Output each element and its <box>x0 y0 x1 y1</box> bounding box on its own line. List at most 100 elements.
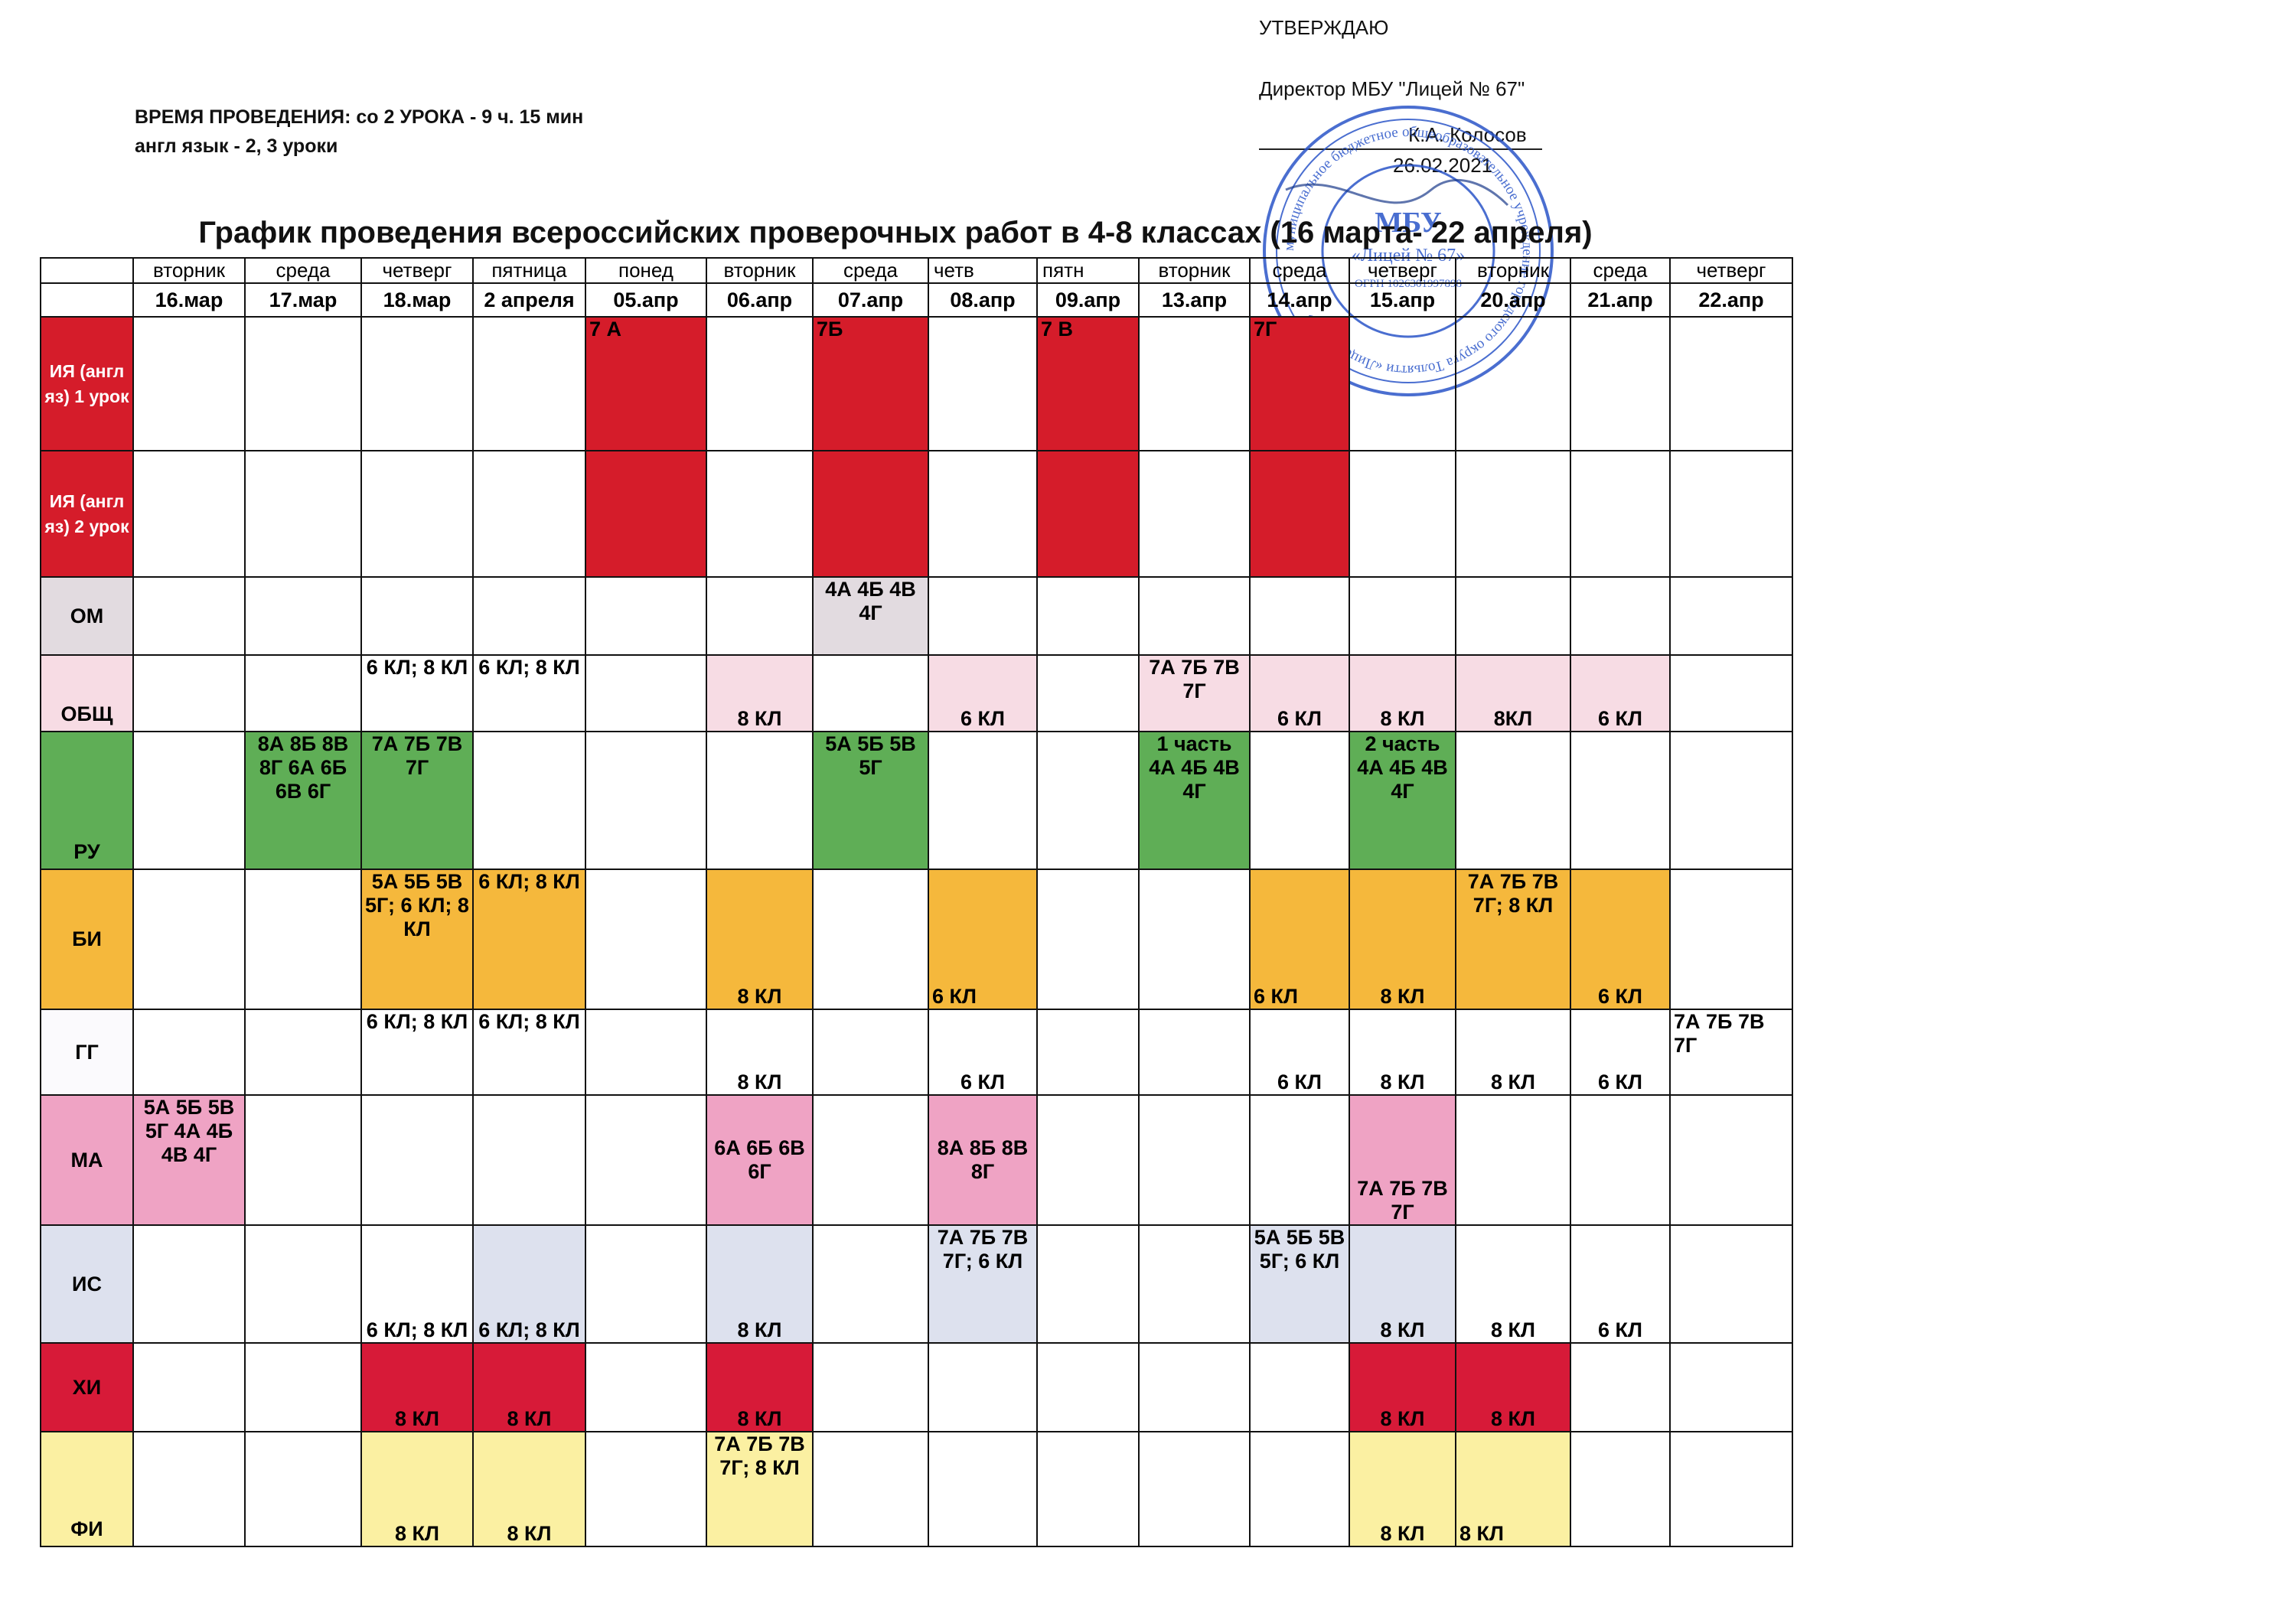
director-line: Директор МБУ "Лицей № 67" <box>1259 77 1525 100</box>
table-cell: 5А 5Б 5В 5Г 4А 4Б 4В 4Г <box>132 1094 246 1226</box>
table-cell <box>1138 450 1251 578</box>
table-cell <box>812 1009 929 1096</box>
table-cell: 6 КЛ <box>1570 1009 1671 1096</box>
day-header: среда <box>1570 257 1671 284</box>
table-cell: 7А 7Б 7В 7Г <box>1138 654 1251 732</box>
table-cell: 7А 7Б 7В 7Г; 8 КЛ <box>706 1431 814 1547</box>
table-cell: 7А 7Б 7В 7Г <box>1349 1094 1456 1226</box>
table-cell <box>706 450 814 578</box>
subject-cell-english-2: ИЯ (англ яз) 2 урок <box>40 450 134 578</box>
table-cell <box>1036 731 1140 870</box>
table-cell <box>1249 450 1350 578</box>
director-name: К.А. Колосов <box>1408 123 1527 146</box>
table-cell: 8 КЛ <box>360 1431 474 1547</box>
table-cell: 8 КЛ <box>1455 1431 1571 1547</box>
table-cell: 8 КЛ <box>1349 1342 1456 1432</box>
table-cell <box>472 316 586 451</box>
table-cell <box>132 1009 246 1096</box>
table-cell: 6 КЛ <box>928 869 1038 1010</box>
table-cell: 7А 7Б 7В 7Г <box>360 731 474 870</box>
subject-cell-obsh: ОБЩ <box>40 654 134 732</box>
table-cell <box>585 1431 707 1547</box>
table-cell <box>244 316 362 451</box>
table-cell <box>1669 316 1793 451</box>
table-cell <box>1036 1094 1140 1226</box>
table-row: ФИ 8 КЛ 8 КЛ 7А 7Б 7В 7Г; 8 КЛ 8 КЛ 8 КЛ <box>40 1431 1793 1547</box>
day-header: четверг <box>1349 257 1456 284</box>
table-row: ГГ 6 КЛ; 8 КЛ 6 КЛ; 8 КЛ 8 КЛ 6 КЛ 6 КЛ … <box>40 1009 1793 1096</box>
table-cell <box>928 316 1038 451</box>
table-row: БИ 5А 5Б 5В 5Г; 6 КЛ; 8 КЛ 6 КЛ; 8 КЛ 8 … <box>40 869 1793 1010</box>
table-cell <box>928 731 1038 870</box>
table-cell: 8 КЛ <box>706 869 814 1010</box>
table-cell <box>244 450 362 578</box>
table-cell <box>244 1009 362 1096</box>
table-cell <box>1570 576 1671 656</box>
date-header: 2 апреля <box>472 282 586 318</box>
table-cell <box>472 450 586 578</box>
table-cell <box>1455 316 1571 451</box>
date-header: 18.мар <box>360 282 474 318</box>
table-cell <box>1349 450 1456 578</box>
table-cell <box>1138 1431 1251 1547</box>
table-cell <box>1036 1431 1140 1547</box>
table-row: РУ 8А 8Б 8В 8Г 6А 6Б 6В 6Г 7А 7Б 7В 7Г 5… <box>40 731 1793 870</box>
table-cell <box>1669 1224 1793 1344</box>
table-cell <box>1249 576 1350 656</box>
table-row: ОМ 4А 4Б 4В 4Г <box>40 576 1793 656</box>
table-cell <box>1036 1342 1140 1432</box>
date-header: 06.апр <box>706 282 814 318</box>
table-row: ИЯ (англ яз) 2 урок <box>40 450 1793 578</box>
date-header: 09.апр <box>1036 282 1140 318</box>
table-cell <box>812 450 929 578</box>
table-cell: 8 КЛ <box>472 1342 586 1432</box>
table-cell <box>1455 731 1571 870</box>
table-cell: 6 КЛ <box>1249 654 1350 732</box>
header-notes: ВРЕМЯ ПРОВЕДЕНИЯ: со 2 УРОКА - 9 ч. 15 м… <box>135 103 583 161</box>
table-cell <box>1669 1431 1793 1547</box>
table-cell <box>244 869 362 1010</box>
table-cell <box>1036 654 1140 732</box>
corner-cell <box>40 257 134 284</box>
table-row: МА 5А 5Б 5В 5Г 4А 4Б 4В 4Г 6А 6Б 6В 6Г 8… <box>40 1094 1793 1226</box>
table-cell: 8 КЛ <box>1349 1431 1456 1547</box>
table-cell: 6А 6Б 6В 6Г <box>706 1094 814 1226</box>
table-cell <box>1138 576 1251 656</box>
table-cell <box>472 576 586 656</box>
table-cell <box>1249 1431 1350 1547</box>
table-cell <box>472 731 586 870</box>
table-cell <box>585 1094 707 1226</box>
table-cell: 8 КЛ <box>706 1009 814 1096</box>
day-header: четв <box>928 257 1038 284</box>
signature-scribble <box>1285 178 1509 207</box>
date-header: 07.апр <box>812 282 929 318</box>
table-cell <box>1138 1094 1251 1226</box>
day-header: вторник <box>1455 257 1571 284</box>
table-cell: 8 КЛ <box>1455 1224 1571 1344</box>
table-cell <box>1455 576 1571 656</box>
table-cell: 5А 5Б 5В 5Г; 6 КЛ; 8 КЛ <box>360 869 474 1010</box>
table-cell <box>1036 576 1140 656</box>
table-cell <box>1669 1094 1793 1226</box>
table-cell <box>812 1224 929 1344</box>
table-cell <box>360 576 474 656</box>
table-cell: 8А 8Б 8В 8Г 6А 6Б 6В 6Г <box>244 731 362 870</box>
table-cell <box>1570 1431 1671 1547</box>
table-cell <box>1249 1342 1350 1432</box>
table-cell: 8 КЛ <box>1349 1009 1456 1096</box>
english-line: англ язык - 2, 3 уроки <box>135 135 338 157</box>
table-cell: 6 КЛ <box>1570 869 1671 1010</box>
table-cell: 6 КЛ; 8 КЛ <box>360 654 474 732</box>
signature-line <box>1259 148 1542 150</box>
table-cell: 4А 4Б 4В 4Г <box>812 576 929 656</box>
table-cell: 6 КЛ; 8 КЛ <box>472 654 586 732</box>
table-cell <box>1669 1342 1793 1432</box>
table-cell: 6 КЛ; 8 КЛ <box>360 1009 474 1096</box>
table-cell: 8 КЛ <box>1455 1009 1571 1096</box>
table-cell <box>706 731 814 870</box>
table-cell <box>1036 1009 1140 1096</box>
table-cell <box>132 1224 246 1344</box>
table-cell <box>706 576 814 656</box>
table-cell: 8 КЛ <box>472 1431 586 1547</box>
table-cell <box>1669 576 1793 656</box>
